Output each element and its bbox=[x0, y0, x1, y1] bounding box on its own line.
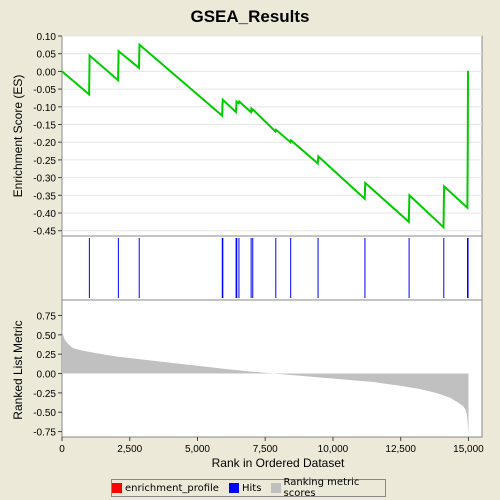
ranking-panel: 0.75 0.50 0.25 0.00 -0.25 -0.50 -0.75 Ranked L… bbox=[11, 299, 483, 439]
enrichment-y-tick-label: -0.40 bbox=[33, 209, 56, 220]
ranking-y-tick-label: 0.25 bbox=[37, 350, 57, 361]
enrichment-plot-area bbox=[61, 35, 483, 237]
enrichment-profile-line bbox=[61, 42, 469, 230]
ranking-y-tick-label: 0.00 bbox=[37, 370, 57, 381]
ranking-metric-area bbox=[62, 328, 469, 434]
legend-swatch-blue bbox=[228, 483, 239, 493]
enrichment-y-tick-label: -0.45 bbox=[33, 227, 56, 238]
chart-title: GSEA_Results bbox=[190, 7, 309, 26]
legend-item-hits: Hits bbox=[228, 482, 262, 494]
x-tick-label: 5,000 bbox=[185, 444, 210, 455]
legend-label: enrichment_profile bbox=[125, 482, 219, 494]
x-tick-label: 7,500 bbox=[253, 444, 278, 455]
hits-panel bbox=[61, 235, 483, 301]
ranking-y-tick-label: -0.50 bbox=[33, 408, 56, 419]
legend-item-ranking-metric-scores: Ranking metric scores bbox=[271, 477, 385, 499]
enrichment-y-axis-label: Enrichment Score (ES) bbox=[11, 75, 25, 198]
legend: enrichment_profile Hits Ranking metric s… bbox=[111, 477, 386, 499]
enrichment-y-tick-label: -0.20 bbox=[33, 138, 56, 149]
x-axis-label: Rank in Ordered Dataset bbox=[212, 456, 345, 470]
enrichment-y-tick-label: 0.05 bbox=[37, 50, 57, 61]
enrichment-y-tick-label: 0.10 bbox=[37, 32, 57, 43]
ranking-y-tick-label: 0.50 bbox=[37, 331, 57, 342]
hits-plot-area bbox=[61, 235, 483, 301]
x-axis: 0 2,500 5,000 7,500 10,000 12,500 15,000 bbox=[59, 437, 484, 455]
enrichment-y-tick-label: -0.35 bbox=[33, 191, 56, 202]
legend-swatch-gray bbox=[271, 483, 281, 493]
ranking-y-tick-label: -0.25 bbox=[33, 389, 56, 400]
x-tick-label: 12,500 bbox=[385, 444, 416, 455]
enrichment-y-tick-label: -0.30 bbox=[33, 174, 56, 185]
x-tick-label: 2,500 bbox=[117, 444, 142, 455]
ranking-y-tick-label: -0.75 bbox=[33, 428, 56, 439]
ranking-y-tick-label: 0.75 bbox=[37, 311, 57, 322]
x-tick-label: 10,000 bbox=[318, 444, 349, 455]
legend-item-enrichment-profile: enrichment_profile bbox=[112, 483, 219, 494]
legend-swatch-red bbox=[112, 483, 122, 493]
enrichment-y-tick-label: 0.00 bbox=[37, 67, 57, 78]
x-tick-label: 0 bbox=[59, 444, 65, 455]
enrichment-y-tick-label: -0.25 bbox=[33, 156, 56, 167]
enrichment-y-tick-label: -0.05 bbox=[33, 85, 56, 96]
ranking-y-axis-label: Ranked List Metric bbox=[11, 320, 25, 419]
enrichment-y-tick-label: -0.10 bbox=[33, 103, 56, 114]
legend-label: Ranking metric scores bbox=[283, 477, 360, 499]
enrichment-panel: 0.10 0.05 0.00 -0.05 -0.10 -0.15 -0.20 -0.25 -0.… bbox=[11, 32, 483, 238]
x-tick-label: 15,000 bbox=[453, 444, 484, 455]
enrichment-y-tick-label: -0.15 bbox=[33, 120, 56, 131]
legend-label: Hits bbox=[241, 482, 262, 494]
